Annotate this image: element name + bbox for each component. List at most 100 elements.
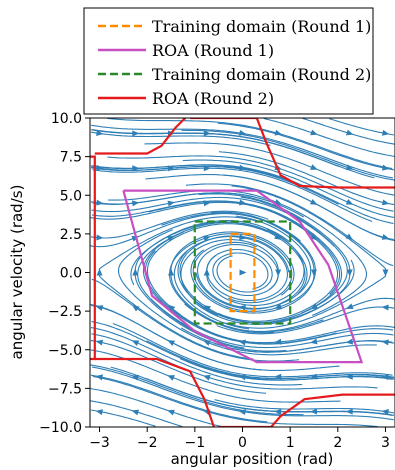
streamline-arrow bbox=[96, 268, 103, 276]
streamline-arrow bbox=[345, 129, 354, 136]
streamline-arrow bbox=[131, 340, 140, 346]
series-layer bbox=[90, 118, 395, 427]
streamline-46 bbox=[112, 322, 393, 378]
x-tick-label: −2 bbox=[137, 435, 158, 451]
streamline-75 bbox=[216, 306, 395, 335]
streamline-1 bbox=[90, 374, 268, 423]
streamline-68 bbox=[185, 183, 394, 267]
y-tick-label: 0.0 bbox=[60, 266, 82, 282]
x-axis-label: angular position (rad) bbox=[171, 450, 334, 468]
y-tick-label: −7.5 bbox=[48, 381, 82, 397]
streamline-arrow bbox=[381, 339, 389, 346]
legend-label-1: ROA (Round 1) bbox=[152, 41, 274, 60]
streamline-arrow bbox=[381, 234, 390, 240]
streamline-arrow bbox=[239, 269, 247, 276]
series-0-line bbox=[229, 232, 256, 313]
streamline-arrow bbox=[310, 129, 318, 136]
series-3-line-1 bbox=[94, 118, 187, 155]
y-tick-label: −2.5 bbox=[48, 304, 82, 320]
streamline-10 bbox=[90, 364, 304, 416]
streamline-8 bbox=[90, 131, 271, 146]
streamline-38 bbox=[142, 231, 394, 345]
streamline-arrow bbox=[309, 233, 318, 241]
streamline-35 bbox=[92, 129, 375, 179]
y-tick-label: 10.0 bbox=[51, 111, 82, 127]
streamline-arrow bbox=[167, 375, 175, 381]
streamline-arrow bbox=[238, 409, 246, 416]
streamline-70 bbox=[181, 129, 395, 181]
streamline-79 bbox=[217, 122, 395, 171]
streamline-arrow bbox=[310, 164, 318, 170]
streamline-arrow bbox=[96, 199, 104, 206]
y-axis-label: angular velocity (rad/s) bbox=[8, 185, 26, 360]
streamline-11 bbox=[90, 327, 303, 386]
y-tick-label: 5.0 bbox=[60, 188, 82, 204]
streamline-arrow bbox=[95, 339, 104, 346]
streamline-arrow bbox=[95, 409, 104, 416]
streamline-69 bbox=[182, 159, 395, 218]
streamline-arrow bbox=[167, 409, 175, 416]
streamline-arrow bbox=[203, 235, 211, 242]
legend-label-2: Training domain (Round 2) bbox=[152, 65, 371, 84]
legend-label-0: Training domain (Round 1) bbox=[152, 17, 371, 36]
x-tick-label: 1 bbox=[286, 435, 295, 451]
streamline-arrow bbox=[310, 338, 318, 345]
streamline-arrow bbox=[274, 303, 282, 310]
streamline-arrow bbox=[275, 269, 282, 277]
y-tick-label: 7.5 bbox=[60, 150, 82, 166]
streamline-arrow bbox=[96, 234, 104, 241]
streamline-52 bbox=[107, 155, 394, 212]
streamline-arrow bbox=[132, 304, 140, 312]
streamline-arrow bbox=[381, 129, 390, 136]
streamline-19 bbox=[90, 349, 341, 403]
streamline-26 bbox=[91, 129, 340, 168]
streamline-arrow bbox=[239, 164, 247, 171]
x-tick-label: 0 bbox=[238, 435, 247, 451]
streamline-76 bbox=[224, 185, 387, 329]
streamline-18 bbox=[90, 387, 222, 427]
streamline-74 bbox=[214, 340, 395, 353]
streamline-arrow bbox=[311, 269, 317, 277]
series-3-line-4 bbox=[94, 357, 215, 427]
streamline-arrow bbox=[381, 409, 389, 415]
streamline-arrow bbox=[203, 305, 211, 312]
streamline-field bbox=[90, 118, 395, 427]
streamline-72 bbox=[214, 399, 395, 414]
streamline-54 bbox=[145, 377, 394, 416]
y-tick-label: −5.0 bbox=[48, 343, 82, 359]
streamline-arrow bbox=[239, 234, 247, 241]
streamline-arrow bbox=[381, 374, 389, 381]
streamline-arrow bbox=[202, 374, 211, 381]
streamline-arrow bbox=[203, 130, 211, 137]
streamline-arrow bbox=[167, 304, 176, 312]
series-3-line-3 bbox=[255, 118, 395, 189]
streamline-78 bbox=[218, 151, 395, 206]
y-tick-label: −10.0 bbox=[39, 420, 82, 436]
series-1-line bbox=[122, 189, 364, 364]
streamline-arrow bbox=[167, 200, 175, 207]
streamline-arrow bbox=[167, 340, 176, 347]
x-tick-label: 3 bbox=[381, 435, 390, 451]
streamline-arrow bbox=[274, 233, 282, 240]
streamline-77 bbox=[221, 174, 394, 241]
streamline-arrow bbox=[345, 199, 354, 205]
legend-label-3: ROA (Round 2) bbox=[152, 89, 274, 108]
streamline-arrow bbox=[381, 304, 389, 311]
legend: Training domain (Round 1) ROA (Round 1) Tr… bbox=[83, 7, 374, 115]
streamline-arrow bbox=[345, 408, 353, 415]
streamline-2 bbox=[90, 339, 267, 394]
x-tick-label: 2 bbox=[333, 435, 342, 451]
streamline-arrow bbox=[346, 269, 353, 277]
streamline-arrow bbox=[345, 164, 354, 171]
streamline-arrow bbox=[132, 268, 139, 276]
streamline-arrow bbox=[382, 269, 389, 277]
streamline-arrow bbox=[345, 303, 354, 310]
streamline-arrow bbox=[131, 409, 140, 416]
axes: −3 −2 −1 0 1 2 3 −10.0 −7.5 −5.0 −2.5 0.0 2.5 5.0 7.5 1… bbox=[39, 111, 395, 451]
streamline-28 bbox=[91, 333, 378, 390]
streamline-47 bbox=[144, 250, 395, 344]
streamline-12 bbox=[91, 278, 300, 362]
streamline-arrow bbox=[168, 268, 174, 276]
streamline-arrow bbox=[131, 200, 140, 207]
